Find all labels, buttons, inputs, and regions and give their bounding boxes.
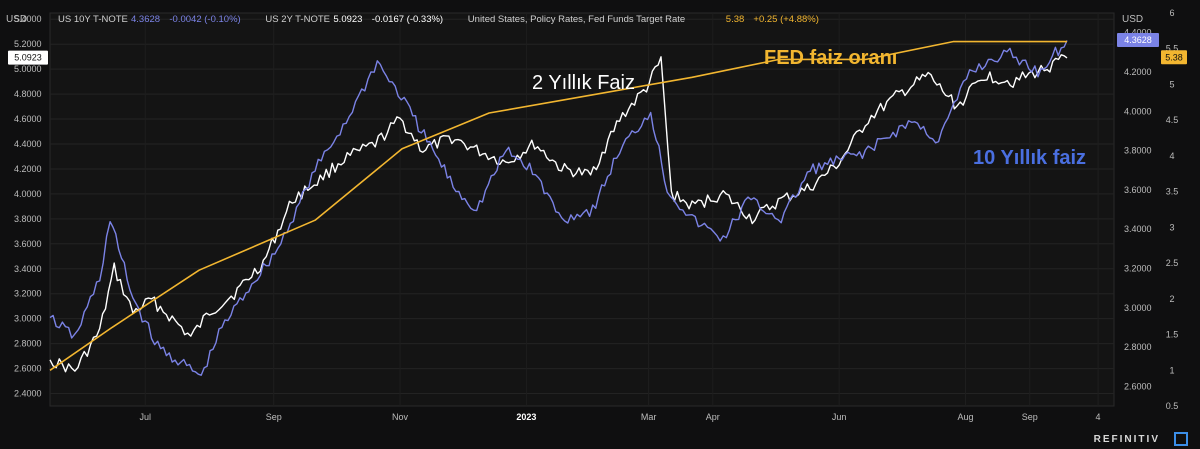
right-axis-unit: USD <box>1122 14 1143 25</box>
legend-value-1: 5.0923 <box>333 14 362 25</box>
legend-value-0: 4.3628 <box>131 14 160 25</box>
footer <box>0 430 1200 449</box>
x-tick-label: Jul <box>140 412 152 422</box>
x-tick-label: Nov <box>392 412 409 422</box>
left-tick-label: 3.0000 <box>14 314 42 324</box>
right-tick-label: 4.0000 <box>1124 106 1152 116</box>
left-tick-label: 4.6000 <box>14 114 42 124</box>
right2-tick-label: 0.5 <box>1166 401 1179 411</box>
x-tick-label: Sep <box>1022 412 1038 422</box>
legend-change-1: -0.0167 (-0.33%) <box>372 14 443 25</box>
left-tick-label: 2.6000 <box>14 364 42 374</box>
right-tick-label: 3.6000 <box>1124 185 1152 195</box>
right2-tick-label: 3.5 <box>1166 187 1179 197</box>
left-last-value-tag: 5.0923 <box>14 53 42 63</box>
left-tick-label: 3.8000 <box>14 214 42 224</box>
legend-name-0: US 10Y T-NOTE <box>58 14 128 25</box>
right2-tick-label: 5 <box>1169 79 1174 89</box>
x-tick-label: 2023 <box>516 412 536 422</box>
right2-tick-label: 2.5 <box>1166 258 1179 268</box>
right-tick-label: 2.6000 <box>1124 381 1152 391</box>
x-tick-label: Aug <box>957 412 973 422</box>
right-tick-label: 2.8000 <box>1124 342 1152 352</box>
legend-name-2: United States, Policy Rates, Fed Funds T… <box>468 14 685 25</box>
refinitiv-logo-icon <box>1174 432 1188 446</box>
x-tick-label: 4 <box>1096 412 1101 422</box>
x-tick-label: Apr <box>706 412 720 422</box>
right2-tick-label: 5.5 <box>1166 44 1179 54</box>
left-last-value-tag-bg <box>8 50 48 65</box>
annotation-0: 2 Yıllık Faiz <box>532 72 635 94</box>
series-line-2 <box>49 40 1067 371</box>
left-tick-label: 5.0000 <box>14 64 42 74</box>
right-tick-label: 3.0000 <box>1124 303 1152 313</box>
legend-value-2: 5.38 <box>726 14 745 25</box>
left-tick-label: 3.4000 <box>14 264 42 274</box>
left-tick-label: 5.2000 <box>14 39 42 49</box>
legend-change-2: +0.25 (+4.88%) <box>753 14 819 25</box>
legend-name-1: US 2Y T-NOTE <box>265 14 330 25</box>
annotation-1: FED faiz oranı <box>764 47 897 69</box>
left-axis-unit: USD <box>6 14 27 25</box>
right-tick-label: 3.2000 <box>1124 263 1152 273</box>
right2-tick-label: 1.5 <box>1166 330 1179 340</box>
left-tick-label: 4.0000 <box>14 189 42 199</box>
legend-change-0: -0.0042 (-0.10%) <box>169 14 240 25</box>
x-tick-label: Mar <box>641 412 657 422</box>
right2-last-value-tag-bg <box>1161 50 1187 65</box>
series-line-0 <box>49 54 1068 373</box>
right-tick-label: 3.8000 <box>1124 146 1152 156</box>
left-tick-label: 4.4000 <box>14 139 42 149</box>
brand-logo: REFINITIV <box>1093 434 1160 445</box>
series-line-1 <box>49 40 1068 376</box>
right-tick-label: 4.2000 <box>1124 67 1152 77</box>
left-tick-label: 4.2000 <box>14 164 42 174</box>
left-tick-label: 3.6000 <box>14 239 42 249</box>
left-tick-label: 2.8000 <box>14 339 42 349</box>
left-tick-label: 4.8000 <box>14 89 42 99</box>
right1-last-value-tag-bg <box>1117 32 1159 47</box>
x-tick-label: Sep <box>266 412 282 422</box>
left-tick-label: 2.4000 <box>14 389 42 399</box>
annotation-2: 10 Yıllık faiz <box>973 147 1086 169</box>
right-tick-label: 4.4000 <box>1124 28 1152 38</box>
right2-tick-label: 3 <box>1169 222 1174 232</box>
right2-tick-label: 4.5 <box>1166 115 1179 125</box>
right2-tick-label: 2 <box>1169 294 1174 304</box>
right2-tick-label: 6 <box>1169 8 1174 18</box>
right2-tick-label: 1 <box>1169 365 1174 375</box>
left-tick-label: 5.4000 <box>14 14 42 24</box>
right1-last-value-tag: 4.3628 <box>1124 35 1152 45</box>
right2-tick-label: 4 <box>1169 151 1174 161</box>
right2-last-value-tag: 5.38 <box>1165 52 1183 62</box>
left-tick-label: 3.2000 <box>14 289 42 299</box>
x-tick-label: Jun <box>832 412 847 422</box>
right-tick-label: 3.4000 <box>1124 224 1152 234</box>
chart-canvas: 5.4000 5.2000 5.0000 4.8000 4.6000 4.4000 4.20… <box>6 8 1187 422</box>
